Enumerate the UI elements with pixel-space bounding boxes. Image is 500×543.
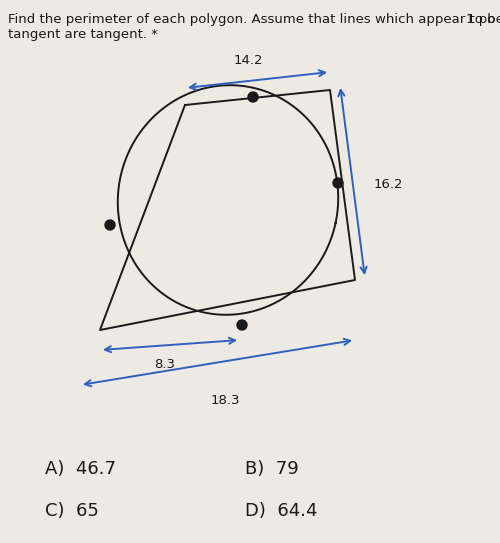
Text: 1 po: 1 po <box>466 13 495 26</box>
Text: Find the perimeter of each polygon. Assume that lines which appear to be: Find the perimeter of each polygon. Assu… <box>8 13 500 26</box>
Circle shape <box>333 178 343 188</box>
Circle shape <box>237 320 247 330</box>
Text: 14.2: 14.2 <box>233 54 263 66</box>
Circle shape <box>105 220 115 230</box>
Text: A)  46.7: A) 46.7 <box>45 460 116 478</box>
Text: B)  79: B) 79 <box>245 460 299 478</box>
Text: tangent are tangent. *: tangent are tangent. * <box>8 28 158 41</box>
Circle shape <box>248 92 258 102</box>
Text: 16.2: 16.2 <box>373 179 403 192</box>
Text: D)  64.4: D) 64.4 <box>245 502 318 520</box>
Text: 8.3: 8.3 <box>154 358 176 371</box>
Text: C)  65: C) 65 <box>45 502 99 520</box>
Text: 18.3: 18.3 <box>210 394 240 407</box>
